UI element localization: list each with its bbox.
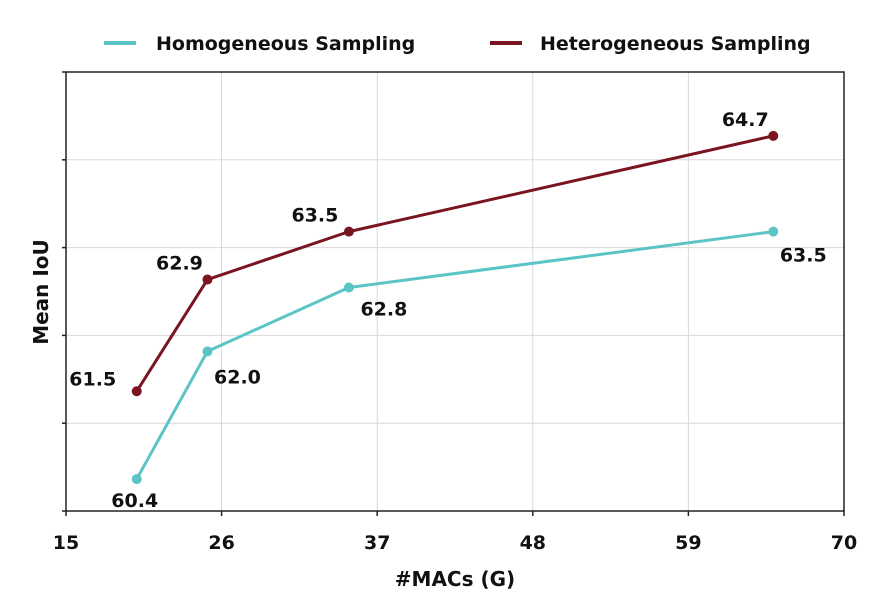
data-point	[343, 282, 354, 293]
legend: Homogeneous Sampling Heterogeneous Sampli…	[104, 33, 811, 55]
data-label: 62.0	[214, 366, 261, 388]
legend-label: Homogeneous Sampling	[156, 33, 415, 55]
data-point	[202, 274, 213, 285]
data-label: 60.4	[111, 490, 158, 512]
x-tick-label: 26	[208, 532, 234, 554]
x-tick-label: 48	[520, 532, 546, 554]
data-label: 63.5	[780, 245, 827, 267]
data-label: 61.5	[69, 368, 116, 390]
x-tick-label: 59	[675, 532, 701, 554]
series-line-0	[135, 230, 774, 480]
series-line-1	[135, 134, 774, 393]
data-label: 63.5	[291, 205, 338, 227]
data-point	[202, 346, 213, 357]
data-label: 62.9	[156, 253, 203, 275]
data-point	[131, 474, 142, 485]
data-label: 62.8	[360, 299, 407, 321]
data-point	[131, 386, 142, 397]
y-axis-label: Mean IoU	[29, 239, 53, 345]
grid	[66, 72, 844, 511]
x-tick-label: 15	[53, 532, 79, 554]
series-group	[131, 130, 779, 485]
data-label: 64.7	[722, 109, 769, 131]
legend-label: Heterogeneous Sampling	[540, 33, 811, 55]
x-tick-label: 37	[364, 532, 390, 554]
x-axis-label: #MACs (G)	[395, 567, 515, 591]
data-point	[768, 130, 779, 141]
x-tick-label: 70	[831, 532, 857, 554]
axis-ticks: 15 26 37 48 59 70	[53, 71, 857, 554]
data-point	[343, 226, 354, 237]
data-labels: 60.4 62.0 62.8 63.5 61.5 62.9 63.5 64.7	[69, 109, 826, 512]
plot-frame	[65, 71, 845, 512]
data-point	[768, 226, 779, 237]
